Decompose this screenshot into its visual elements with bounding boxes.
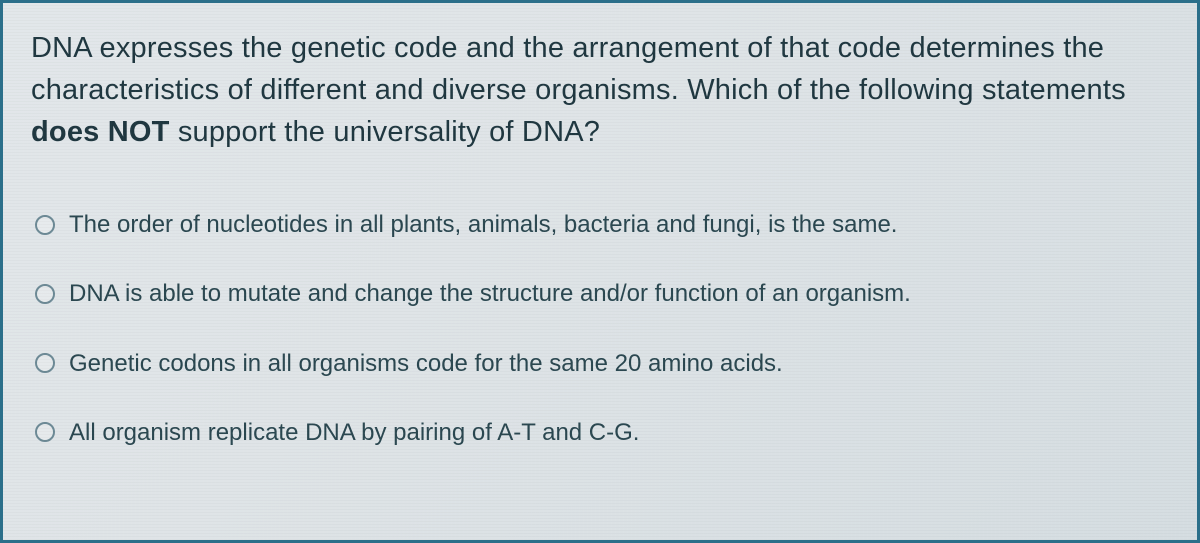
question-card: DNA expresses the genetic code and the a… (0, 0, 1200, 543)
question-text-bold: does NOT (31, 116, 170, 148)
options-list: The order of nucleotides in all plants, … (31, 209, 1169, 448)
option-label: The order of nucleotides in all plants, … (69, 209, 897, 240)
question-stem: DNA expresses the genetic code and the a… (31, 27, 1169, 153)
option-label: Genetic codons in all organisms code for… (69, 348, 783, 379)
option-1[interactable]: The order of nucleotides in all plants, … (35, 209, 1169, 240)
option-4[interactable]: All organism replicate DNA by pairing of… (35, 417, 1169, 448)
radio-icon[interactable] (35, 215, 55, 235)
option-2[interactable]: DNA is able to mutate and change the str… (35, 278, 1169, 309)
radio-icon[interactable] (35, 353, 55, 373)
option-label: All organism replicate DNA by pairing of… (69, 417, 639, 448)
question-text-pre: DNA expresses the genetic code and the a… (31, 32, 1126, 106)
question-text-post: support the universality of DNA? (170, 116, 601, 148)
option-3[interactable]: Genetic codons in all organisms code for… (35, 348, 1169, 379)
radio-icon[interactable] (35, 422, 55, 442)
option-label: DNA is able to mutate and change the str… (69, 278, 911, 309)
radio-icon[interactable] (35, 284, 55, 304)
